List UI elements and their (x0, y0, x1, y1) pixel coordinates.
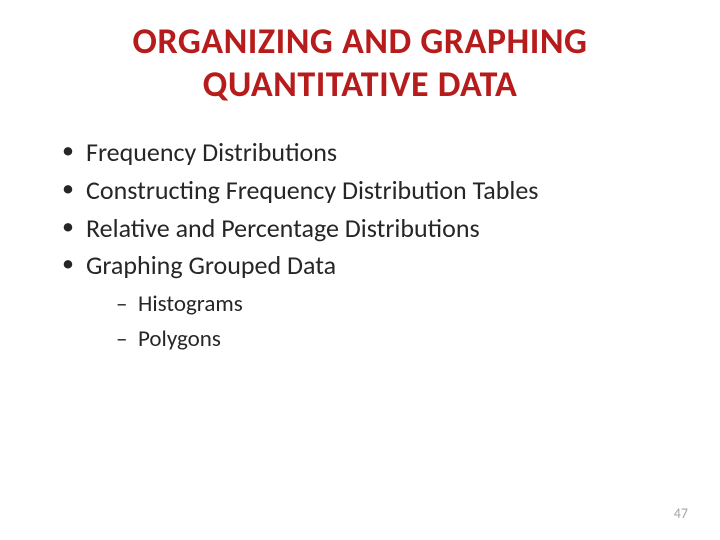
bullet-list: Frequency Distributions Constructing Fre… (50, 134, 670, 356)
bullet-text: Relative and Percentage Distributions (86, 212, 480, 244)
sub-bullet-list: Histograms Polygons (86, 287, 670, 356)
bullet-item: Frequency Distributions (58, 134, 670, 172)
bullet-text: Constructing Frequency Distribution Tabl… (86, 174, 538, 206)
slide-container: ORGANIZING AND GRAPHING QUANTITATIVE DAT… (0, 0, 720, 540)
bullet-item: Constructing Frequency Distribution Tabl… (58, 172, 670, 210)
sub-bullet-item: Histograms (114, 287, 670, 322)
bullet-text: Frequency Distributions (86, 136, 337, 168)
bullet-item: Relative and Percentage Distributions (58, 210, 670, 248)
slide-title: ORGANIZING AND GRAPHING QUANTITATIVE DAT… (50, 20, 670, 106)
page-number: 47 (674, 505, 688, 522)
sub-bullet-item: Polygons (114, 322, 670, 357)
bullet-item: Graphing Grouped Data Histograms Polygon… (58, 247, 670, 356)
sub-bullet-text: Histograms (138, 290, 243, 318)
sub-bullet-text: Polygons (138, 325, 221, 353)
bullet-text: Graphing Grouped Data (86, 249, 336, 281)
